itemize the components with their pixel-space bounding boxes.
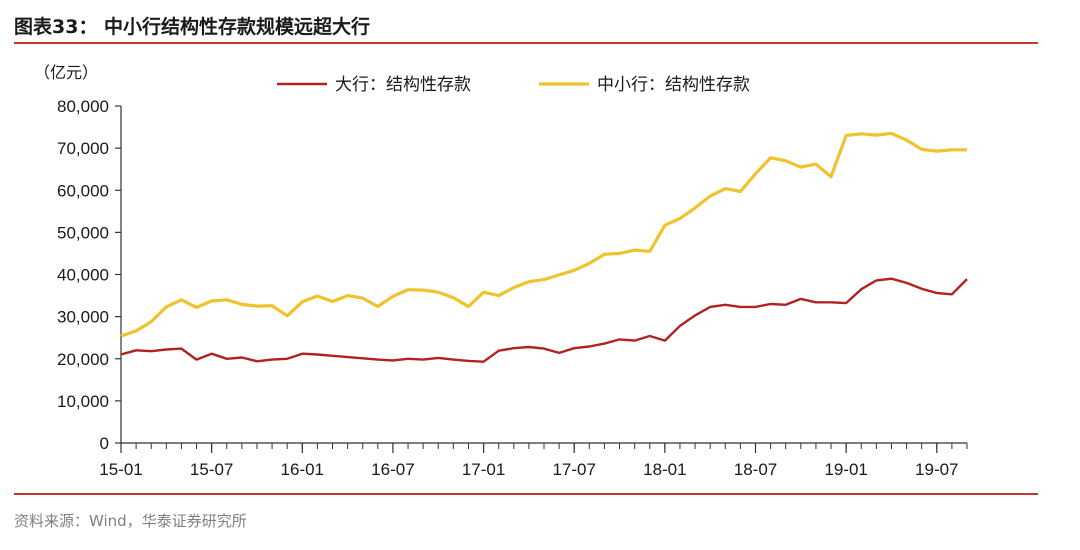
series-line-small-banks [120,131,967,338]
chart-series [120,131,968,363]
figure-title: 图表33： 中小行结构性存款规模远超大行 [14,16,371,38]
x-tick-label: 17-07 [552,460,595,479]
y-tick-label: 70,000 [57,139,109,158]
chart-legend: 大行：结构性存款 中小行：结构性存款 [277,75,750,95]
y-tick-label: 10,000 [57,392,109,411]
title-divider [14,42,1038,44]
y-tick-label: 60,000 [57,181,109,200]
x-tick-label: 19-01 [824,460,867,479]
y-unit-label: （亿元） [34,63,98,82]
x-tick-label: 15-01 [99,460,142,479]
source-divider [14,493,1038,495]
x-tick-label: 18-01 [643,460,686,479]
x-tick-label: 19-07 [915,460,958,479]
x-tick-label: 17-01 [462,460,505,479]
x-tick-label: 16-01 [281,460,324,479]
legend-label: 中小行：结构性存款 [597,75,750,95]
x-tick-label: 18-07 [734,460,777,479]
x-tick-label: 15-07 [190,460,233,479]
series-line-big-banks [120,277,968,363]
y-tick-label: 50,000 [57,223,109,242]
y-tick-label: 80,000 [57,97,109,116]
y-tick-label: 20,000 [57,350,109,369]
source-note: 资料来源：Wind，华泰证券研究所 [14,512,247,530]
x-tick-label: 16-07 [371,460,414,479]
y-tick-label: 30,000 [57,308,109,327]
y-tick-label: 40,000 [57,266,109,285]
chart-axes: 0 10,000 20,000 30,000 40,000 50,000 60,000 70,… [57,97,968,479]
y-tick-label: 0 [100,434,109,453]
legend-label: 大行：结构性存款 [335,75,471,95]
